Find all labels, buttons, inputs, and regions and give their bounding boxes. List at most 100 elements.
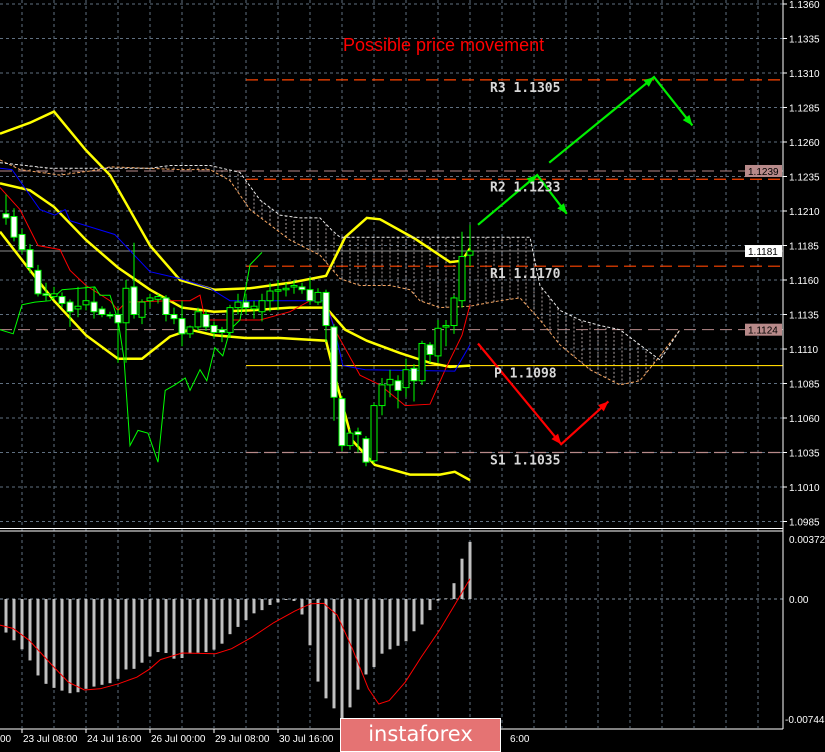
- price-tag-label: 1.1181: [748, 247, 778, 258]
- candle-bull: [266, 290, 274, 302]
- forecast-arrows: [477, 75, 694, 446]
- candle-bull: [314, 291, 322, 303]
- histogram-bar: [228, 599, 232, 635]
- candle-bear: [242, 301, 250, 309]
- arrow-head-icon: [551, 433, 562, 445]
- histogram-bar: [420, 599, 424, 625]
- candle-bear: [210, 325, 218, 333]
- y-tick-label: 1.1010: [789, 483, 820, 494]
- histogram-bar: [348, 599, 352, 708]
- histogram-bar: [20, 599, 24, 650]
- candle-bear: [338, 398, 346, 447]
- tenkan-line: [0, 187, 471, 407]
- histogram-bar: [84, 599, 88, 689]
- x-tick-label: 29 Jul 08:00: [215, 734, 270, 745]
- pivot-label: R1 1.1170: [490, 267, 561, 282]
- y-tick-label: 1.1260: [789, 138, 820, 149]
- bollinger-lower-line: [0, 230, 471, 482]
- x-tick-label: 30 Jul 16:00: [279, 734, 334, 745]
- candle-bull: [346, 432, 354, 447]
- histogram-bar: [36, 599, 40, 676]
- y-tick-label: 1.1360: [789, 0, 820, 11]
- histogram-bar: [196, 599, 200, 653]
- histogram-bar: [188, 599, 192, 654]
- candle-bear: [2, 213, 10, 219]
- histogram-bar: [204, 599, 208, 653]
- histogram-bar: [356, 599, 360, 690]
- kijun-line: [0, 167, 471, 372]
- candle-bull: [226, 307, 234, 333]
- pivot-label: P 1.1098: [494, 367, 557, 382]
- y-tick-label: 1.1035: [789, 449, 820, 460]
- ichimoku-cloud: [5, 162, 679, 385]
- candle-bull: [146, 297, 154, 302]
- histogram-bar: [452, 583, 456, 599]
- candle-bull: [138, 301, 146, 318]
- price-tag: [745, 245, 782, 258]
- histogram-bar: [444, 598, 448, 599]
- x-tick-label: 26 Jul 00:00: [151, 734, 206, 745]
- histogram-bar: [124, 599, 128, 670]
- forecast-arrow: [477, 173, 568, 226]
- y-tick-label: 1.1235: [789, 173, 820, 184]
- candle-bull: [450, 297, 458, 327]
- instaforex-logo: instaforex: [340, 718, 501, 752]
- y-tick-label: 1.1285: [789, 104, 820, 115]
- osc-tick-label: 0.00: [789, 595, 809, 606]
- histogram-bar: [260, 599, 264, 611]
- candle-bull: [370, 405, 378, 462]
- signal-line: [0, 578, 471, 705]
- histogram-bar: [60, 599, 64, 691]
- histogram-bar: [324, 599, 328, 699]
- candle-bear: [90, 301, 98, 313]
- histogram-bar: [300, 599, 304, 615]
- pivot-label: S1 1.1035: [490, 454, 560, 469]
- histogram-bar: [156, 599, 160, 653]
- candle-bull: [402, 369, 410, 389]
- histogram-bar: [244, 599, 248, 621]
- candle-bull: [154, 296, 162, 300]
- candle-bear: [426, 344, 434, 356]
- histogram-bar: [332, 599, 336, 709]
- candles: [2, 194, 474, 467]
- y-tick-label: 1.1210: [789, 207, 820, 218]
- histogram-bar: [140, 599, 144, 663]
- x-tick-label: 00: [0, 734, 12, 745]
- candle-bear: [322, 291, 330, 327]
- histogram-bar: [116, 599, 120, 679]
- histogram-bar: [172, 599, 176, 659]
- osc-tick-label: 0.00372: [789, 535, 825, 546]
- histogram-bar: [100, 599, 104, 685]
- arrow-head-icon: [557, 203, 567, 214]
- histogram-bar: [148, 599, 152, 657]
- y-tick-label: 1.1135: [789, 311, 819, 322]
- histogram-bar: [436, 599, 440, 601]
- histogram-bar: [468, 541, 472, 599]
- candle-bull: [378, 384, 386, 407]
- candle-bear: [10, 216, 18, 238]
- histogram-bar: [364, 599, 368, 675]
- candle-bull: [186, 326, 194, 335]
- candle-bull: [194, 311, 202, 328]
- candle-bull: [458, 256, 466, 302]
- price-tag-label: 1.1124: [748, 326, 778, 337]
- histogram-bar: [412, 599, 416, 632]
- forecast-arrow: [548, 75, 694, 164]
- candle-bear: [42, 293, 50, 296]
- candle-bull: [74, 305, 82, 310]
- y-tick-label: 1.0985: [789, 518, 820, 529]
- candle-bear: [58, 296, 66, 304]
- histogram-bar: [92, 599, 96, 687]
- pivot-label: R3 1.1305: [490, 81, 560, 96]
- histogram-bar: [4, 599, 8, 633]
- y-tick-label: 1.1160: [789, 276, 819, 287]
- senkou-a-line: [0, 159, 681, 386]
- candle-bear: [298, 286, 306, 291]
- histogram-bar: [404, 599, 408, 642]
- osc-tick-label: -0.00744: [785, 715, 825, 726]
- candle-bear: [394, 380, 402, 391]
- price-tag: [745, 323, 782, 336]
- histogram-bar: [460, 558, 464, 599]
